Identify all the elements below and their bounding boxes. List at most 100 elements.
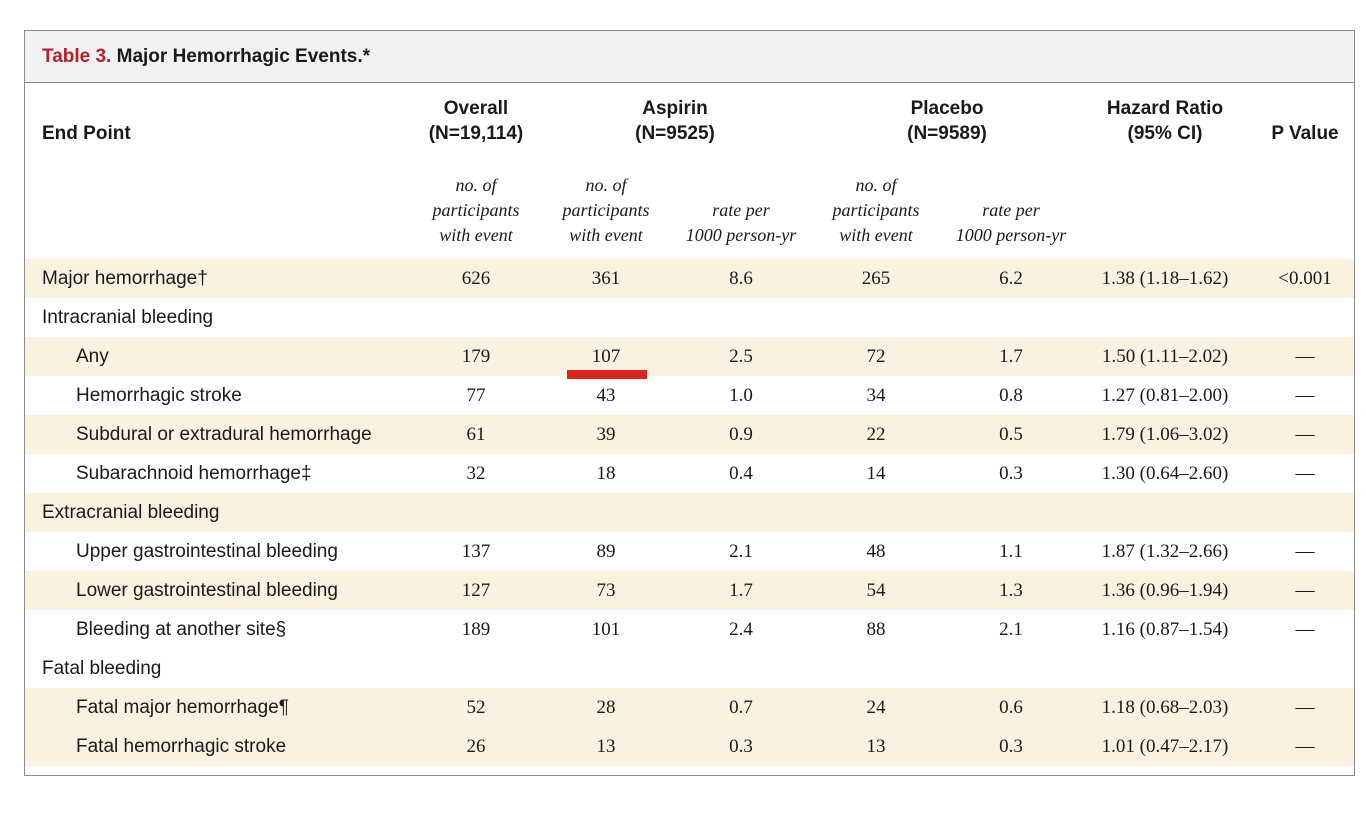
cell-p-value: —: [1295, 346, 1315, 367]
table-row: Any 179 107 2.5 72 1.7 1.50 (1.11–2.02) …: [25, 337, 1354, 376]
cell-aspirin-n: 101: [591, 619, 621, 640]
cell-aspirin-rate: 2.5: [729, 346, 753, 367]
cell-aspirin-rate: 0.7: [729, 697, 753, 718]
cell-placebo-rate: 0.3: [999, 736, 1023, 757]
row-label: Lower gastrointestinal bleeding: [76, 580, 338, 601]
cell-aspirin-rate: 8.6: [729, 268, 753, 289]
row-label: Upper gastrointestinal bleeding: [76, 541, 338, 562]
cell-placebo-rate: 0.8: [999, 385, 1023, 406]
cell-aspirin-rate: 0.9: [729, 424, 753, 445]
section-label: Fatal bleeding: [42, 658, 162, 679]
header-end-point: End Point: [42, 123, 131, 144]
table-row-section: Extracranial bleeding: [25, 493, 1354, 532]
cell-hazard-ratio: 1.50 (1.11–2.02): [1102, 346, 1228, 367]
cell-aspirin-rate: 1.0: [729, 385, 753, 406]
cell-overall: 26: [466, 736, 486, 757]
header-aspirin: Aspirin (N=9525): [635, 98, 715, 144]
cell-placebo-n: 88: [866, 619, 886, 640]
subheader-overall-participants: no. of participants with event: [432, 175, 520, 245]
header-hazard-ratio: Hazard Ratio (95% CI): [1106, 98, 1224, 144]
cell-aspirin-n: 361: [591, 268, 621, 289]
row-label: Fatal major hemorrhage¶: [76, 697, 289, 718]
subheader-aspirin-rate: rate per 1000 person-yr: [685, 200, 797, 245]
cell-p-value: —: [1295, 619, 1315, 640]
cell-placebo-rate: 1.3: [999, 580, 1023, 601]
section-label: Intracranial bleeding: [42, 307, 214, 328]
cell-placebo-n: 14: [866, 463, 886, 484]
cell-hazard-ratio: 1.16 (0.87–1.54): [1101, 619, 1229, 640]
cell-placebo-n: 48: [866, 541, 886, 562]
table-row-section: Intracranial bleeding: [25, 298, 1354, 337]
table-row: Hemorrhagic stroke 77 43 1.0 34 0.8 1.27…: [25, 376, 1354, 415]
hemorrhagic-events-table: Table 3. Major Hemorrhagic Events.* End …: [24, 30, 1355, 776]
cell-overall: 61: [466, 424, 486, 445]
cell-hazard-ratio: 1.38 (1.18–1.62): [1101, 268, 1229, 289]
table-row: Upper gastrointestinal bleeding 137 89 2…: [25, 532, 1354, 571]
table-row: Fatal major hemorrhage¶ 52 28 0.7 24 0.6…: [25, 688, 1354, 727]
cell-hazard-ratio: 1.36 (0.96–1.94): [1101, 580, 1229, 601]
row-label: Subarachnoid hemorrhage‡: [76, 463, 312, 484]
row-label: Fatal hemorrhagic stroke: [76, 736, 287, 757]
cell-overall: 32: [466, 463, 486, 484]
cell-aspirin-rate: 2.1: [729, 541, 753, 562]
cell-overall: 626: [461, 268, 491, 289]
cell-placebo-rate: 0.5: [999, 424, 1023, 445]
cell-hazard-ratio: 1.01 (0.47–2.17): [1101, 736, 1229, 757]
row-label: Bleeding at another site§: [76, 619, 287, 640]
cell-aspirin-n: 89: [596, 541, 616, 562]
subheader-placebo-participants: no. of participants with event: [832, 175, 920, 245]
table-row: Subdural or extradural hemorrhage 61 39 …: [25, 415, 1354, 454]
cell-p-value: —: [1295, 736, 1315, 757]
cell-placebo-n: 54: [866, 580, 886, 601]
cell-overall: 52: [466, 697, 486, 718]
cell-p-value: —: [1295, 697, 1315, 718]
cell-overall: 179: [461, 346, 491, 367]
cell-placebo-rate: 0.3: [999, 463, 1023, 484]
table-row: Major hemorrhage† 626 361 8.6 265 6.2 1.…: [25, 259, 1354, 298]
table-row-section: Fatal bleeding: [25, 649, 1354, 688]
cell-aspirin-n: 28: [596, 697, 616, 718]
table-row: Bleeding at another site§ 189 101 2.4 88…: [25, 610, 1354, 649]
cell-aspirin-rate: 0.4: [729, 463, 753, 484]
row-label: Major hemorrhage†: [42, 268, 208, 289]
cell-aspirin-rate: 1.7: [729, 580, 753, 601]
cell-hazard-ratio: 1.79 (1.06–3.02): [1101, 424, 1229, 445]
table-row: Subarachnoid hemorrhage‡ 32 18 0.4 14 0.…: [25, 454, 1354, 493]
header-overall: Overall (N=19,114): [428, 98, 524, 144]
cell-aspirin-n: 18: [596, 463, 616, 484]
cell-p-value: —: [1295, 541, 1315, 562]
row-label: Subdural or extradural hemorrhage: [76, 424, 372, 445]
cell-placebo-n: 24: [866, 697, 886, 718]
cell-p-value: —: [1295, 580, 1315, 601]
cell-overall: 77: [466, 385, 486, 406]
cell-placebo-rate: 1.7: [999, 346, 1023, 367]
cell-placebo-n: 72: [866, 346, 886, 367]
cell-placebo-rate: 0.6: [999, 697, 1023, 718]
table-row: Fatal hemorrhagic stroke 26 13 0.3 13 0.…: [25, 727, 1354, 766]
cell-p-value: —: [1295, 463, 1315, 484]
table-title-bar: Table 3. Major Hemorrhagic Events.*: [25, 31, 1354, 83]
cell-placebo-rate: 1.1: [999, 541, 1023, 562]
cell-aspirin-n: 43: [596, 385, 616, 406]
cell-hazard-ratio: 1.87 (1.32–2.66): [1101, 541, 1229, 562]
cell-hazard-ratio: 1.18 (0.68–2.03): [1101, 697, 1229, 718]
cell-aspirin-n: 107: [591, 346, 621, 367]
table-caption: Major Hemorrhagic Events.*: [116, 46, 371, 67]
section-label: Extracranial bleeding: [42, 502, 220, 523]
cell-placebo-rate: 2.1: [999, 619, 1023, 640]
cell-p-value: —: [1295, 385, 1315, 406]
cell-placebo-n: 34: [866, 385, 886, 406]
cell-placebo-n: 13: [866, 736, 886, 757]
cell-aspirin-n: 39: [596, 424, 616, 445]
header-p-value: P Value: [1271, 123, 1339, 144]
cell-placebo-n: 265: [861, 268, 891, 289]
cell-overall: 127: [461, 580, 491, 601]
cell-placebo-rate: 6.2: [999, 268, 1023, 289]
cell-overall: 137: [461, 541, 491, 562]
cell-overall: 189: [461, 619, 491, 640]
row-label: Any: [76, 346, 109, 367]
cell-p-value: <0.001: [1278, 268, 1332, 289]
subheader-placebo-rate: rate per 1000 person-yr: [955, 200, 1067, 245]
cell-aspirin-n: 73: [596, 580, 616, 601]
cell-p-value: —: [1295, 424, 1315, 445]
